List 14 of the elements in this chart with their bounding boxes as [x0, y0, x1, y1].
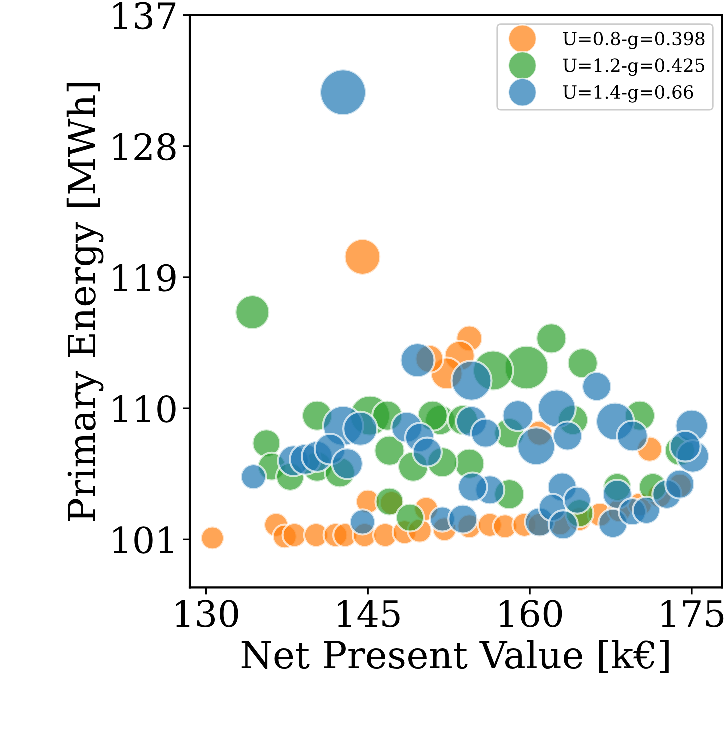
y-tick-label: 128	[114, 133, 176, 161]
x-tick-label: 175	[662, 600, 724, 628]
legend-label: U=1.4-g=0.66	[563, 85, 694, 103]
y-tick-label: 110	[114, 396, 176, 423]
y-tick-label: 119	[114, 264, 176, 292]
x-tick-label: 130	[176, 600, 238, 628]
y-axis-title: Primary Energy [MWh]	[66, 83, 104, 522]
x-tick-label: 160	[500, 600, 562, 628]
x-tick-label: 145	[338, 600, 400, 628]
y-tick-label: 137	[114, 2, 176, 30]
legend-label: U=1.2-g=0.425	[563, 58, 705, 76]
x-axis-title: Net Present Value [k€]	[242, 640, 669, 674]
legend-label: U=0.8-g=0.398	[563, 32, 705, 50]
y-tick-label: 101	[114, 526, 174, 554]
